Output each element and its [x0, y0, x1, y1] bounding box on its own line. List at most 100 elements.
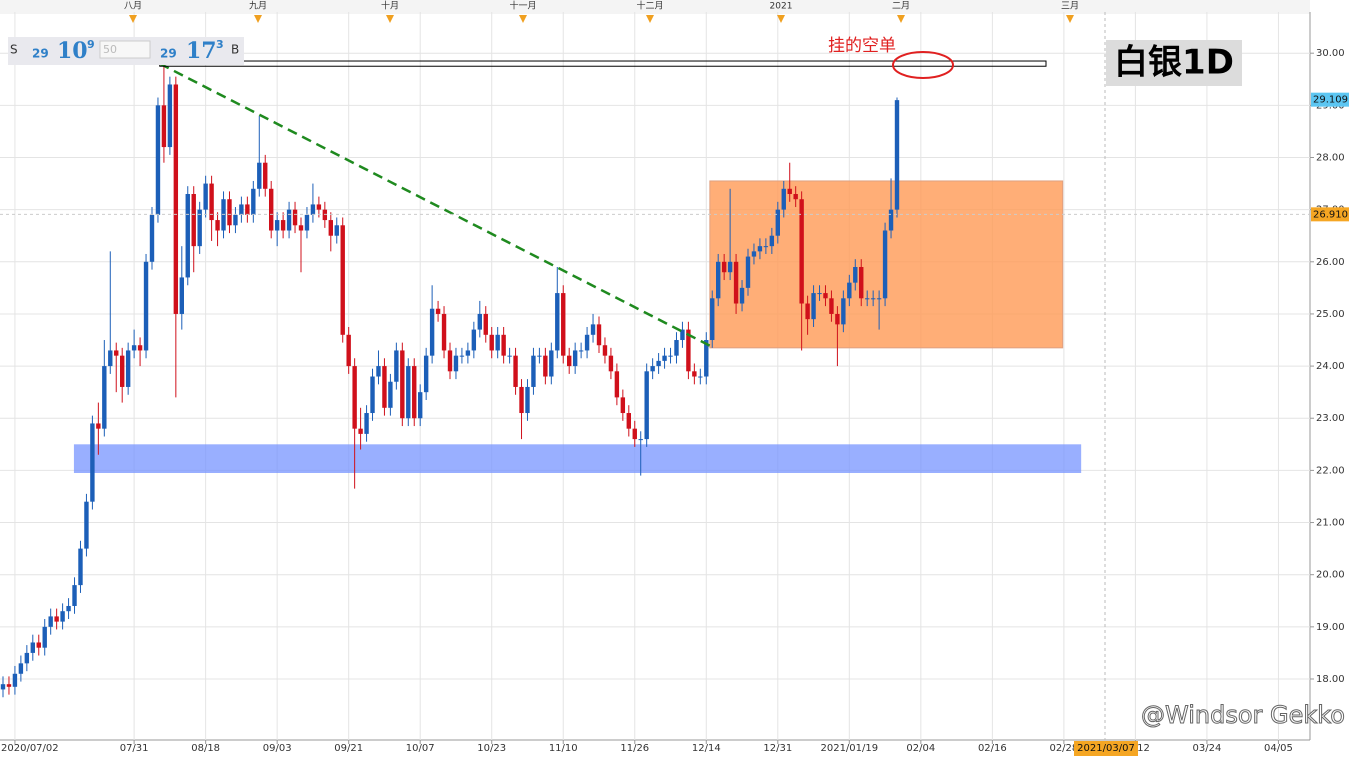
x-tick-label: 09/03 — [263, 743, 292, 754]
candle-body — [644, 371, 649, 440]
candle-body — [423, 355, 429, 393]
candle-body — [710, 298, 715, 341]
candle-body — [125, 350, 131, 387]
candle-body — [227, 199, 232, 226]
candle-body — [447, 350, 453, 372]
chart-title: 白银1D — [1114, 43, 1234, 83]
candle-body — [429, 308, 435, 356]
candle-body — [471, 329, 477, 351]
buy-label[interactable]: B — [231, 43, 239, 57]
candle-body — [179, 277, 184, 314]
candle-body — [334, 225, 339, 236]
candle-body — [376, 366, 381, 377]
candle-body — [572, 350, 578, 367]
candle-body — [304, 214, 310, 231]
candle-body — [203, 183, 208, 210]
candle-body — [876, 298, 882, 300]
candle-body — [108, 350, 113, 367]
candle-body — [66, 605, 71, 612]
candle-body — [364, 413, 369, 434]
candle-body — [161, 105, 167, 148]
candle-body — [716, 261, 721, 299]
candle-body — [739, 287, 745, 304]
month-marker — [1066, 15, 1074, 23]
lot-value[interactable]: 50 — [103, 43, 117, 56]
month-marker — [519, 15, 527, 23]
support-zone — [73, 444, 1082, 473]
month-marker — [897, 15, 905, 23]
candle-body — [787, 188, 792, 194]
month-label: 十一月 — [509, 0, 536, 12]
trendline — [159, 62, 715, 349]
crosshair-date: 2021/03/07 — [1077, 743, 1135, 754]
candle-body — [131, 345, 137, 351]
candle-body — [829, 298, 834, 314]
month-label: 十二月 — [636, 0, 663, 12]
candle-body — [298, 225, 304, 231]
month-marker — [129, 15, 137, 23]
candle-body — [465, 350, 471, 356]
candle-body — [6, 684, 12, 687]
candle-body — [775, 209, 780, 236]
candle-body — [543, 355, 548, 377]
y-tick-label: 20.00 — [1316, 570, 1345, 581]
candle-body — [114, 350, 119, 356]
candle-body — [120, 355, 125, 387]
sell-price-big[interactable]: 29 — [32, 47, 49, 61]
candle-body — [102, 366, 107, 429]
month-marker — [254, 15, 262, 23]
sell-price-sup[interactable]: 9 — [87, 38, 95, 51]
candle-body — [292, 209, 298, 226]
candle-body — [215, 220, 220, 231]
candle-body — [370, 376, 375, 414]
candle-body — [608, 355, 614, 372]
candle-body — [30, 642, 35, 653]
candle-body — [698, 376, 703, 378]
candle-body — [185, 194, 190, 278]
month-marker — [646, 15, 654, 23]
candle-body — [54, 616, 59, 622]
candle-body — [870, 298, 876, 300]
candle-body — [888, 209, 894, 231]
candle-body — [561, 293, 566, 356]
candle-body — [310, 204, 316, 215]
buy-price-sup[interactable]: 3 — [216, 38, 224, 51]
sell-price-main[interactable]: 10 — [57, 38, 88, 64]
candle-body — [477, 313, 482, 330]
month-label: 九月 — [249, 1, 267, 12]
candle-body — [817, 293, 822, 295]
candle-body — [894, 100, 900, 210]
watermark: @Windsor Gekko — [1141, 701, 1345, 729]
candle-body — [841, 298, 846, 325]
candle-body — [388, 381, 393, 408]
y-tick-label: 21.00 — [1316, 518, 1345, 529]
candle-body — [835, 313, 840, 325]
candle-body — [650, 366, 655, 372]
candle-body — [525, 386, 530, 414]
candle-body — [668, 355, 673, 357]
title-box — [1106, 40, 1242, 86]
sell-label[interactable]: S — [10, 43, 18, 57]
y-tick-label: 19.00 — [1316, 622, 1345, 633]
candle-body — [394, 350, 399, 382]
top-axis-strip — [0, 0, 1310, 14]
candle-body — [811, 293, 816, 320]
candle-body — [847, 282, 852, 299]
candle-body — [316, 204, 322, 210]
candle-body — [96, 423, 101, 429]
candle-body — [155, 105, 161, 215]
candle-body — [692, 371, 697, 377]
x-tick-label: 04/05 — [1264, 743, 1293, 754]
candle-body — [751, 251, 757, 257]
buy-price-main[interactable]: 17 — [186, 38, 217, 64]
lot-input[interactable] — [99, 40, 151, 59]
candle-body — [704, 340, 709, 377]
y-tick-label: 23.00 — [1316, 413, 1345, 424]
candle-body — [24, 652, 30, 664]
candle-body — [805, 303, 810, 320]
price-tag — [1311, 92, 1349, 107]
month-marker — [777, 15, 785, 23]
buy-price-big[interactable]: 29 — [160, 47, 177, 61]
candle-body — [638, 439, 643, 441]
